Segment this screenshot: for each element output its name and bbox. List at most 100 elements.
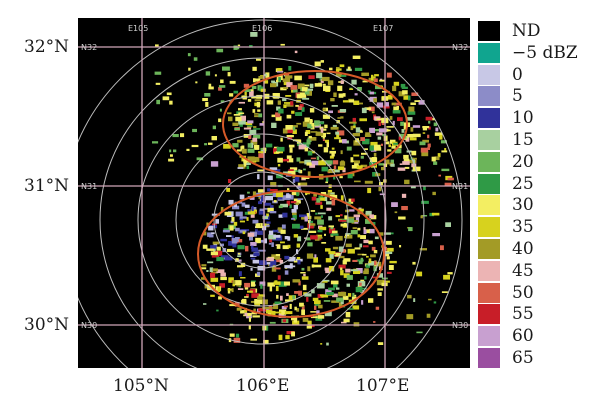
radar-echo — [428, 126, 431, 130]
radar-echo — [254, 303, 261, 307]
radar-echo — [355, 217, 360, 222]
radar-echo — [273, 200, 277, 203]
radar-echo — [382, 134, 387, 137]
radar-echo — [379, 193, 386, 196]
storm-highlight-ellipses — [197, 70, 408, 318]
radar-echo — [327, 80, 334, 86]
radar-echo — [323, 147, 329, 153]
radar-echo — [374, 74, 379, 77]
inner-lat-label-left: N32 — [81, 43, 97, 52]
radar-echo — [284, 305, 288, 308]
radar-echo — [282, 78, 291, 83]
radar-echo — [349, 121, 357, 124]
inner-lat-label-left: N31 — [81, 182, 97, 191]
radar-echo — [308, 135, 312, 139]
radar-echo — [278, 214, 284, 218]
radar-echo — [266, 221, 271, 224]
radar-echo — [334, 137, 341, 140]
radar-echo — [193, 57, 198, 61]
radar-echo — [255, 250, 259, 253]
legend-swatch — [478, 238, 500, 259]
radar-echo — [344, 215, 348, 220]
radar-echo — [419, 248, 427, 251]
radar-echo — [275, 285, 279, 292]
radar-echo — [236, 307, 242, 311]
radar-echo — [272, 93, 280, 99]
radar-echo — [271, 122, 277, 128]
radar-echo — [405, 136, 410, 142]
radar-echo — [321, 76, 330, 82]
radar-echo — [302, 284, 307, 291]
radar-echo — [412, 159, 415, 164]
radar-echo — [297, 260, 301, 265]
radar-echo — [270, 205, 274, 210]
radar-echo — [285, 125, 293, 130]
radar-echo — [422, 126, 430, 129]
radar-echo — [304, 216, 308, 222]
radar-echo — [290, 125, 298, 128]
radar-echo — [414, 100, 420, 102]
radar-echo — [334, 169, 340, 173]
radar-echo — [210, 294, 215, 297]
radar-echo — [268, 242, 272, 245]
radar-echo — [336, 67, 340, 69]
radar-echo — [266, 310, 272, 314]
radar-echo — [291, 209, 297, 213]
radar-echo — [282, 319, 287, 323]
radar-echo — [255, 237, 261, 244]
radar-echo — [288, 169, 294, 171]
radar-echo — [402, 90, 408, 95]
radar-echo — [170, 154, 173, 157]
radar-echo — [297, 236, 302, 242]
radar-echo — [240, 277, 246, 279]
radar-echo — [287, 188, 290, 192]
radar-echo — [203, 303, 207, 305]
radar-echo — [280, 203, 288, 208]
radar-echo — [399, 245, 402, 248]
radar-echo — [238, 101, 245, 104]
radar-echo — [239, 230, 247, 233]
radar-echo — [292, 295, 296, 300]
radar-echo — [265, 192, 273, 196]
radar-echo — [275, 256, 280, 260]
radar-echo — [350, 125, 354, 131]
radar-echo — [316, 72, 323, 79]
radar-echo — [323, 300, 331, 302]
radar-echo — [244, 287, 249, 290]
range-ring — [137, 95, 387, 345]
radar-echo — [320, 215, 323, 218]
radar-echo — [222, 66, 230, 71]
radar-echo — [372, 157, 377, 160]
inner-grid-labels: E105 E106 E107 N32 N31 N30 N32 N31 N30 — [81, 24, 468, 330]
radar-echo — [257, 230, 263, 235]
radar-echo — [233, 114, 241, 116]
radar-echo — [227, 288, 232, 291]
radar-echo — [349, 99, 354, 103]
radar-echo — [317, 229, 323, 233]
radar-echo — [335, 215, 340, 218]
radar-echo — [307, 223, 314, 229]
legend-swatch — [478, 108, 500, 129]
radar-echo — [371, 74, 374, 81]
radar-echo — [358, 261, 363, 265]
radar-echo — [338, 264, 346, 269]
radar-echo — [187, 53, 191, 57]
radar-echo — [360, 257, 364, 262]
radar-echo — [341, 321, 347, 324]
radar-echo — [401, 193, 407, 198]
radar-echo — [216, 48, 224, 53]
radar-echo — [445, 222, 451, 227]
radar-echo — [230, 220, 234, 224]
radar-echo — [369, 214, 374, 219]
radar-echo — [383, 105, 390, 109]
radar-echo — [240, 310, 245, 314]
radar-echo — [385, 159, 390, 165]
radar-echo — [420, 147, 429, 153]
radar-echo — [382, 90, 390, 93]
radar-echo — [373, 152, 377, 157]
radar-echo — [364, 276, 367, 280]
radar-echo — [271, 254, 278, 260]
radar-echo — [401, 86, 408, 89]
radar-echo — [305, 237, 311, 241]
radar-echo — [251, 312, 257, 315]
